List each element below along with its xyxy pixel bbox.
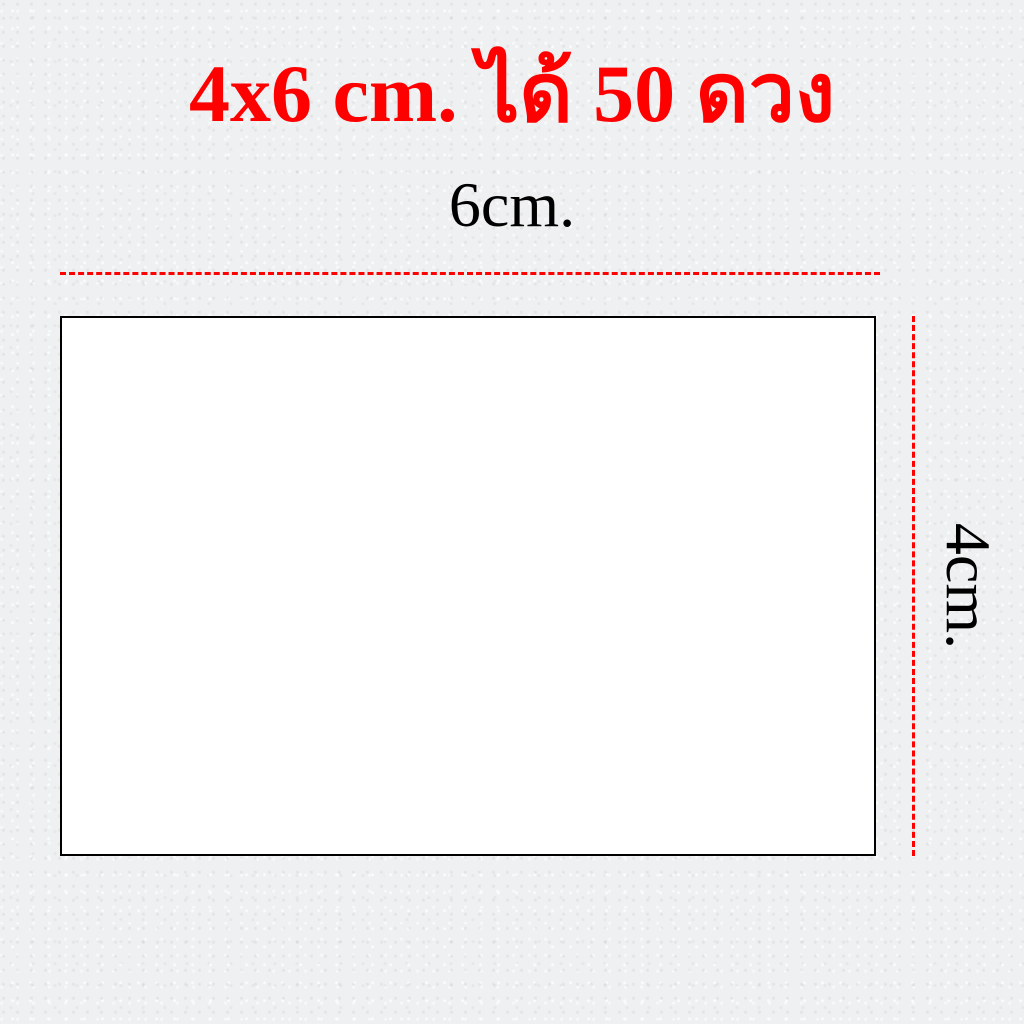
width-dimension-line	[60, 272, 880, 275]
diagram-canvas: 4x6 cm. ได้ 50 ดวง 6cm. 4cm.	[0, 0, 1024, 1024]
height-dimension-label-text: 4cm.	[931, 523, 1005, 649]
sample-rectangle	[60, 316, 876, 856]
height-dimension-label: 4cm.	[918, 316, 1018, 856]
height-dimension-line	[912, 316, 915, 856]
width-dimension-label: 6cm.	[0, 168, 1024, 242]
headline-text: 4x6 cm. ได้ 50 ดวง	[0, 28, 1024, 158]
